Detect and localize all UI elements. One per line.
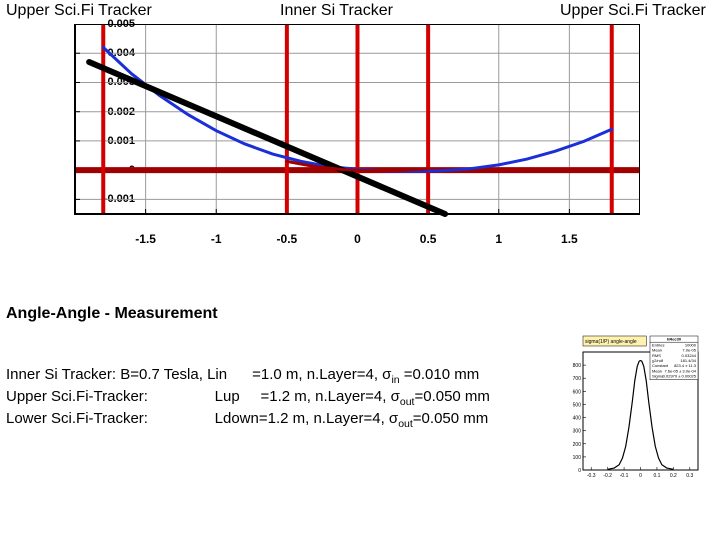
main-chart-xtick: 0.5 [420,232,437,246]
main-chart-xtick: -1 [211,232,222,246]
header-mid: Inner Si Tracker [280,2,393,20]
svg-text:0: 0 [578,468,581,474]
svg-text:500: 500 [573,402,582,408]
svg-text:-0.3: -0.3 [587,473,596,479]
main-chart [60,24,640,229]
measurement-line: Inner Si Tracker: B=0.7 Tesla, Lin =1.0 … [6,365,490,387]
svg-text:0.2: 0.2 [670,473,677,479]
svg-text:0.1: 0.1 [653,473,660,479]
measurement-line: Lower Sci.Fi-Tracker: Ldown=1.2 m, n.Lay… [6,409,490,431]
main-chart-xtick: -1.5 [135,232,156,246]
main-chart-svg [60,24,640,229]
svg-text:-0.2: -0.2 [603,473,612,479]
svg-text:300: 300 [573,429,582,435]
mini-chart: sigma(1/P) angle-angle -0.3 -0.2 -0.1 0 0.1 0.… [565,330,710,490]
main-chart-xtick: 0 [354,232,361,246]
svg-text:700: 700 [573,376,582,382]
svg-text:0.3: 0.3 [686,473,693,479]
header-right: Upper Sci.Fi Tracker [560,2,706,20]
svg-text:600: 600 [573,389,582,395]
page-root: Upper Sci.Fi Tracker Inner Si Tracker Up… [0,0,720,540]
mini-chart-svg: sigma(1/P) angle-angle -0.3 -0.2 -0.1 0 0.1 0.… [565,330,710,490]
svg-text:100: 100 [573,455,582,461]
measurement-title: Angle-Angle - Measurement [6,303,490,325]
svg-text:0: 0 [639,473,642,479]
svg-text:-0.1: -0.1 [620,473,629,479]
svg-text:sigma(1/P) angle-angle: sigma(1/P) angle-angle [585,339,637,345]
svg-text:800: 800 [573,363,582,369]
main-chart-xtick: -0.5 [277,232,298,246]
svg-text:0.02979 ± 0.00025: 0.02979 ± 0.00025 [663,374,697,379]
main-chart-xtick: 1.5 [561,232,578,246]
measurement-line: Upper Sci.Fi-Tracker: Lup =1.2 m, n.Laye… [6,387,490,409]
svg-text:400: 400 [573,416,582,422]
main-chart-xtick: 1 [495,232,502,246]
measurement-text: Angle-Angle - Measurement Inner Si Track… [6,262,490,472]
svg-text:200: 200 [573,442,582,448]
svg-text:hRec30: hRec30 [667,337,682,342]
